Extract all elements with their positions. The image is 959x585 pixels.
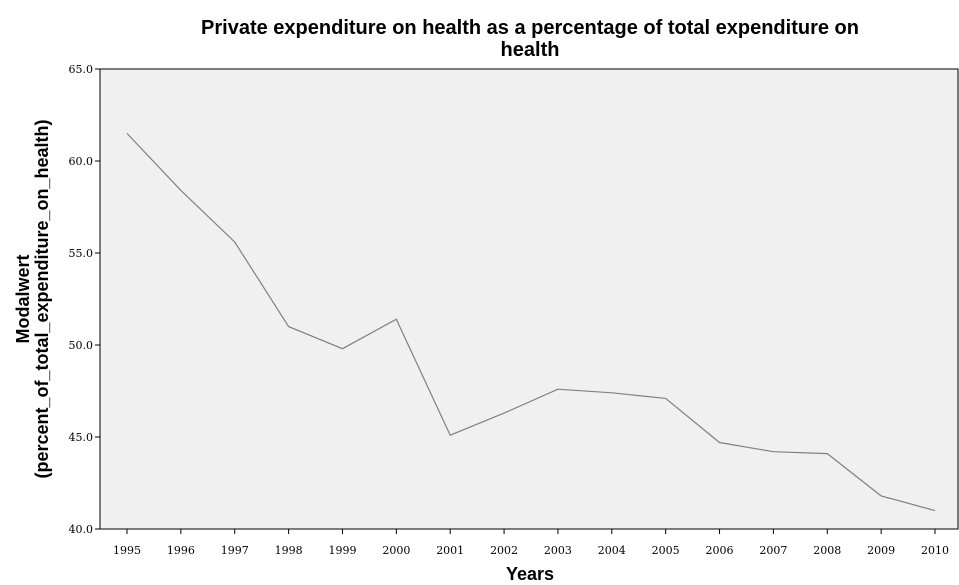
x-tick-label: 2002 — [490, 544, 518, 557]
x-tick-label: 2005 — [652, 544, 680, 557]
y-axis-title-line-1: Modalwert — [13, 254, 33, 343]
chart-title-line-1: Private expenditure on health as a perce… — [201, 17, 859, 39]
x-tick-label: 1997 — [221, 544, 249, 557]
x-axis-title: Years — [506, 564, 554, 584]
x-tick-label: 2006 — [706, 544, 734, 557]
y-axis: 40.0 45.0 50.0 55.0 60.0 65.0 — [69, 63, 100, 536]
y-axis-title-line-2: (percent_of_total_expenditure_on_health) — [32, 119, 52, 478]
x-tick-label: 2010 — [921, 544, 949, 557]
y-tick-label: 45.0 — [69, 431, 94, 444]
x-tick-label: 2004 — [598, 544, 626, 557]
y-tick-label: 60.0 — [69, 155, 94, 168]
x-tick-label: 1995 — [113, 544, 141, 557]
x-tick-label: 1996 — [167, 544, 195, 557]
x-axis: 1995 1996 1997 1998 1999 2000 2001 2002 2003 2004… — [113, 529, 949, 557]
y-tick-label: 50.0 — [69, 339, 94, 352]
x-tick-label: 2007 — [759, 544, 787, 557]
y-tick-label: 55.0 — [69, 247, 94, 260]
series-line — [126, 132, 936, 512]
y-tick-label: 40.0 — [69, 523, 94, 536]
x-tick-label: 2001 — [436, 544, 464, 557]
x-tick-label: 1998 — [275, 544, 303, 557]
x-tick-label: 2009 — [867, 544, 895, 557]
y-tick-label: 65.0 — [69, 63, 94, 76]
x-tick-label: 2008 — [813, 544, 841, 557]
chart-title-line-2: health — [501, 39, 560, 61]
plot-area — [99, 68, 959, 530]
x-tick-label: 1999 — [328, 544, 356, 557]
y-axis-title: Modalwert (percent_of_total_expenditure_… — [13, 119, 52, 478]
x-tick-label: 2000 — [382, 544, 410, 557]
x-tick-label: 2003 — [544, 544, 572, 557]
